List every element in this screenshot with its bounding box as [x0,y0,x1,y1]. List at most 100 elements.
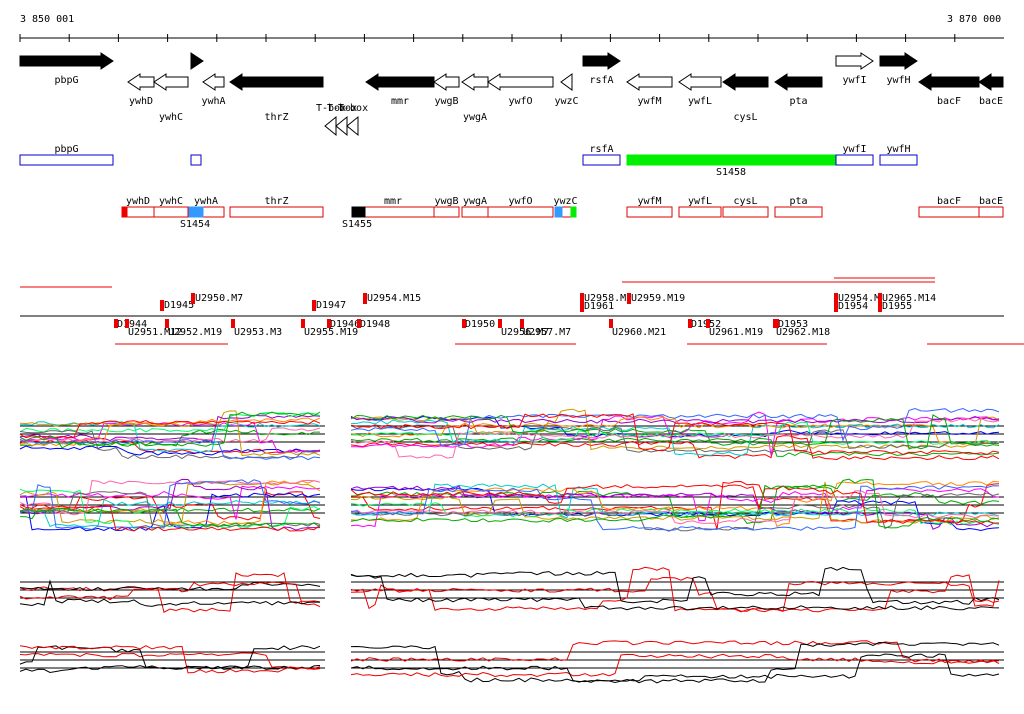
upstream-marker [191,293,195,304]
gene-arrow[interactable] [560,73,573,91]
expression-panels [19,407,1004,684]
gene-arrow[interactable] [127,73,155,91]
gene-arrow[interactable] [487,73,554,91]
annotation-label: ywhD [126,196,150,207]
gene-label: ywfI [842,75,866,86]
upstream-marker [609,319,613,328]
upstream-label: U2956.M7 [501,327,549,338]
gene-arrow[interactable] [978,73,1004,91]
expression-panel [19,566,1004,613]
upstream-marker [357,319,361,328]
upstream-label: U2961.M19 [709,327,763,338]
segment-marker [188,206,204,218]
upstream-label: U2952.M19 [168,327,222,338]
annotation-label: ywhA [194,196,218,207]
annotation-box[interactable] [433,206,460,218]
gene-arrow[interactable] [202,73,225,91]
upstream-label: D1945 [164,300,194,311]
expression-trace [19,479,321,530]
annotation-label: ywfM [637,196,661,207]
tbox-label: T-box [338,103,368,114]
annotation-box[interactable] [626,154,836,166]
gene-label: ywfO [508,96,532,107]
gene-arrow[interactable] [461,73,489,91]
annotation-label: ywzC [553,196,577,207]
segment-marker [570,206,577,218]
upstream-label: U2962.M18 [776,327,830,338]
expression-trace [350,413,1000,456]
expression-trace [350,485,1000,530]
annotation-box[interactable] [487,206,554,218]
expression-panel [19,640,1004,684]
upstream-marker [498,319,502,328]
gene-label: thrZ [264,112,288,123]
gene-label: mmr [391,96,409,107]
annotation-box[interactable] [879,154,918,166]
upstream-label: D1946 [330,319,360,330]
gene-arrow[interactable] [722,73,769,91]
annotation-box[interactable] [153,206,189,218]
annotation-box[interactable] [678,206,722,218]
segment-labels: S1454 S1455 [180,219,372,230]
upstream-label: U2959.M19 [631,293,685,304]
annotation-box[interactable] [187,206,225,218]
annotation-box[interactable] [918,206,980,218]
upstream-marker [688,319,692,328]
annotation-box[interactable] [722,206,769,218]
gene-arrow[interactable] [365,73,435,91]
expression-trace [19,507,321,528]
gene-arrow[interactable] [678,73,722,91]
annotation-box[interactable] [774,206,823,218]
annotation-box[interactable] [978,206,1004,218]
annotation-box[interactable] [229,206,324,218]
expression-trace [19,645,321,670]
expression-trace [19,417,321,447]
expression-trace [350,490,1000,525]
gene-arrow[interactable] [879,52,918,70]
gene-label: rsfA [589,75,613,86]
expression-trace [19,445,321,456]
upstream-marker [160,300,164,311]
expression-panel [19,478,1004,532]
annotation-box[interactable] [582,154,621,166]
upstream-marker [878,293,882,304]
expression-trace [350,576,1000,613]
gene-arrow[interactable] [835,52,874,70]
upstream-marker [125,319,129,328]
annotation-box[interactable] [835,154,874,166]
gene-arrow[interactable] [774,73,823,91]
expression-trace [19,429,321,460]
annotation-box[interactable] [190,154,202,166]
gene-arrow[interactable] [19,52,114,70]
gene-arrow[interactable] [229,73,324,91]
upstream-marker [114,319,118,328]
expression-trace [19,427,321,443]
annotation-box[interactable] [19,154,114,166]
gene-arrow[interactable] [433,73,460,91]
expression-trace [350,424,1000,454]
tbox-marker [346,115,359,137]
gene-arrow[interactable] [153,73,189,91]
annotation-box[interactable] [626,206,673,218]
upstream-label: D1950 [465,319,495,330]
annotation-label: bacE [979,196,1003,207]
expression-trace [19,439,321,454]
expression-trace [350,478,1000,529]
annotation-label: S1458 [716,167,746,178]
upstream-label: U2957.M7 [523,327,571,338]
upstream-marker [627,293,631,304]
gene-arrow[interactable] [918,73,980,91]
expression-panel [19,407,1004,461]
tbox-marker [324,115,337,137]
expression-trace [350,435,1000,461]
expression-trace [350,574,1000,611]
gene-arrow[interactable] [626,73,673,91]
gene-arrow[interactable] [582,52,621,70]
upstream-marker [462,319,466,328]
gene-arrow[interactable] [190,52,204,70]
expression-trace [19,420,321,453]
segment-label: S1454 [180,219,210,230]
expression-trace [350,419,1000,456]
annotation-box[interactable] [461,206,489,218]
expression-trace [19,479,321,516]
